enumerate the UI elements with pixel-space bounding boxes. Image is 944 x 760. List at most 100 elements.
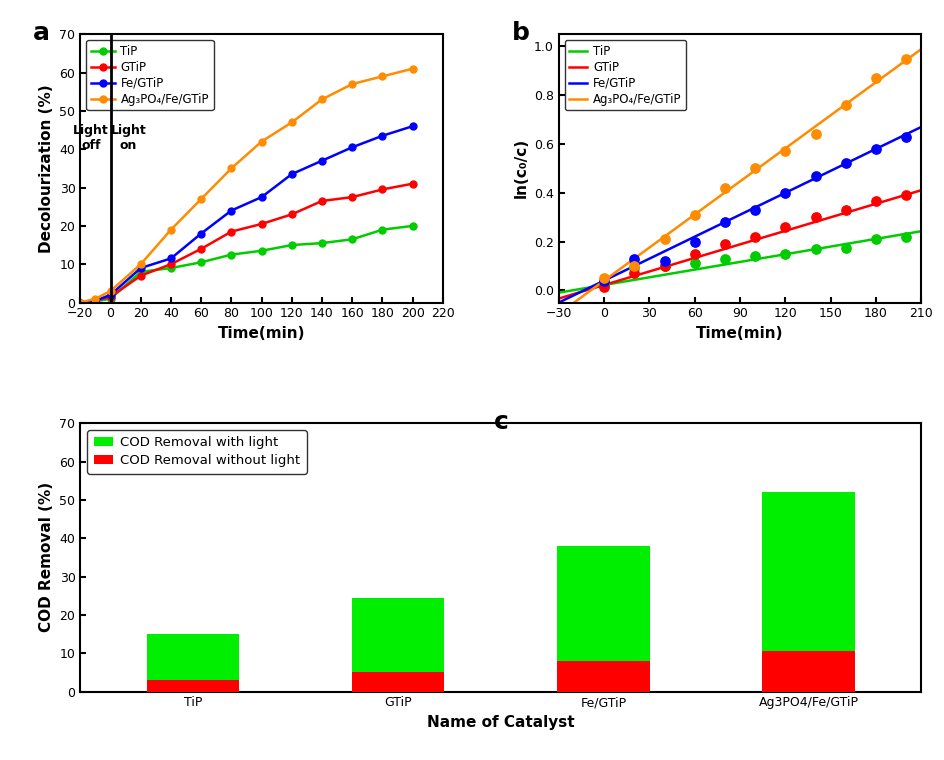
Point (596, 272, 611, 284)
TiP (135, 268, 146, 277)
Point (716, 216, 732, 228)
Point (686, 248, 701, 260)
Text: c: c (493, 410, 508, 434)
GTiP (316, 196, 328, 205)
Fe/GTiP (346, 143, 358, 152)
Ag₃PO₄/Fe/GTiP (226, 164, 237, 173)
Fe/GTiP (407, 122, 418, 131)
Fe/GTiP (377, 131, 388, 141)
Point (837, 99, 852, 111)
Legend: COD Removal with light, COD Removal without light: COD Removal with light, COD Removal with… (87, 430, 306, 473)
Point (777, 187, 792, 199)
Point (686, 258, 701, 270)
Point (837, 242, 852, 254)
Point (656, 233, 671, 245)
Line: Ag₃PO₄/Fe/GTiP: Ag₃PO₄/Fe/GTiP (76, 65, 415, 306)
GTiP (346, 192, 358, 201)
Point (868, 233, 883, 245)
X-axis label: Time(min): Time(min) (218, 326, 305, 341)
Point (656, 260, 671, 272)
Ag₃PO₄/Fe/GTiP (256, 137, 267, 146)
TiP (105, 294, 116, 303)
TiP (75, 298, 86, 307)
Point (626, 260, 641, 272)
GTiP (90, 296, 101, 306)
Ag₃PO₄/Fe/GTiP (346, 80, 358, 89)
GTiP (165, 260, 177, 269)
Text: b: b (512, 21, 529, 45)
TiP (195, 258, 207, 267)
TiP (226, 250, 237, 259)
Point (686, 236, 701, 248)
Text: a: a (33, 21, 50, 45)
Point (596, 274, 611, 287)
Bar (557, 661, 649, 692)
TiP (346, 235, 358, 244)
Ag₃PO₄/Fe/GTiP (75, 298, 86, 307)
Point (807, 169, 822, 182)
Point (747, 163, 762, 175)
Fe/GTiP (256, 192, 267, 201)
Ag₃PO₄/Fe/GTiP (165, 225, 177, 234)
GTiP (105, 292, 116, 301)
Legend: TiP, GTiP, Fe/GTiP, Ag₃PO₄/Fe/GTiP: TiP, GTiP, Fe/GTiP, Ag₃PO₄/Fe/GTiP (565, 40, 685, 110)
GTiP (256, 220, 267, 229)
X-axis label: Time(min): Time(min) (696, 326, 783, 341)
TiP (165, 264, 177, 273)
Fe/GTiP (135, 264, 146, 273)
GTiP (75, 298, 86, 307)
Point (807, 128, 822, 141)
Ag₃PO₄/Fe/GTiP (90, 294, 101, 303)
Point (898, 189, 913, 201)
Fe/GTiP (165, 254, 177, 263)
GTiP (407, 179, 418, 188)
Ag₃PO₄/Fe/GTiP (316, 95, 328, 104)
Point (868, 195, 883, 207)
GTiP (195, 244, 207, 253)
Bar (557, 546, 649, 661)
Ag₃PO₄/Fe/GTiP (195, 195, 207, 204)
Text: Light
off: Light off (73, 124, 109, 152)
TiP (286, 240, 297, 249)
Point (807, 211, 822, 223)
X-axis label: Name of Catalyst: Name of Catalyst (427, 715, 574, 730)
TiP (90, 297, 101, 306)
Point (596, 280, 611, 292)
TiP (407, 221, 418, 230)
Fe/GTiP (105, 290, 116, 299)
Fe/GTiP (75, 298, 86, 307)
GTiP (286, 210, 297, 219)
Fe/GTiP (90, 296, 101, 306)
Point (777, 221, 792, 233)
TiP (256, 246, 267, 255)
Point (626, 262, 641, 274)
Point (656, 260, 671, 272)
Point (898, 131, 913, 143)
Line: Fe/GTiP: Fe/GTiP (76, 122, 415, 306)
Ag₃PO₄/Fe/GTiP (105, 287, 116, 296)
Point (716, 238, 732, 250)
Ag₃PO₄/Fe/GTiP (407, 64, 418, 73)
TiP (316, 239, 328, 248)
Bar (352, 597, 444, 673)
Y-axis label: ln(c₀/c): ln(c₀/c) (513, 138, 528, 198)
Ag₃PO₄/Fe/GTiP (377, 71, 388, 81)
Point (807, 242, 822, 255)
Point (716, 182, 732, 194)
Bar (147, 634, 239, 680)
Fe/GTiP (226, 206, 237, 215)
Line: TiP: TiP (76, 223, 415, 306)
Point (596, 280, 611, 293)
Y-axis label: COD Removal (%): COD Removal (%) (39, 483, 54, 632)
Point (868, 143, 883, 155)
Point (747, 250, 762, 262)
TiP (377, 225, 388, 234)
Ag₃PO₄/Fe/GTiP (135, 260, 146, 269)
Point (716, 252, 732, 264)
Point (777, 145, 792, 157)
Point (686, 209, 701, 221)
Point (837, 157, 852, 169)
Legend: TiP, GTiP, Fe/GTiP, Ag₃PO₄/Fe/GTiP: TiP, GTiP, Fe/GTiP, Ag₃PO₄/Fe/GTiP (86, 40, 213, 110)
Point (898, 230, 913, 242)
Fe/GTiP (316, 156, 328, 165)
